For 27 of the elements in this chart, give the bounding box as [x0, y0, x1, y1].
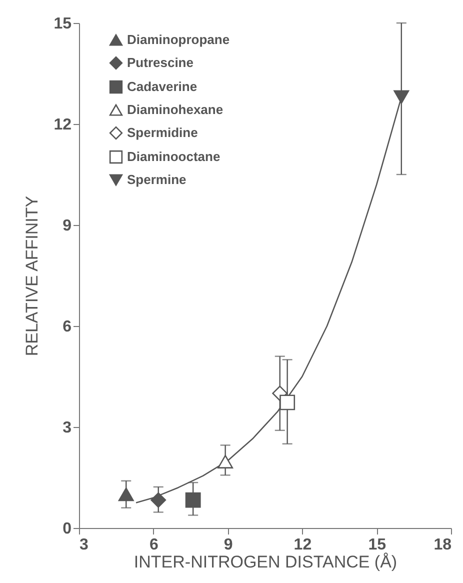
x-tick-label: 12 [294, 536, 312, 554]
y-axis-title: RELATIVE AFFINITY [22, 196, 42, 356]
x-tick-label: 3 [80, 536, 88, 554]
point [394, 90, 410, 104]
y-tick-label: 6 [62, 318, 72, 336]
legend-label: Putrescine [127, 55, 194, 70]
point [280, 394, 296, 410]
legend-label: Cadaverine [127, 79, 198, 94]
y-tick-label: 15 [54, 16, 72, 32]
legend-label: Diaminopropane [127, 32, 230, 47]
point [118, 488, 134, 502]
x-tick-label: 9 [224, 536, 233, 554]
point [218, 454, 234, 468]
x-tick-label: 6 [149, 536, 158, 554]
x-axis-title: INTER-NITROGEN DISTANCE (Å) [134, 552, 398, 572]
legend-label: Spermidine [127, 125, 198, 140]
x-tick-label: 15 [368, 536, 386, 554]
point [185, 492, 201, 508]
legend-label: Spermine [127, 172, 186, 187]
y-tick-label: 12 [54, 116, 72, 134]
legend-label: Diaminohexane [127, 102, 224, 117]
y-tick-label: 9 [62, 218, 72, 234]
x-tick-label: 18 [434, 536, 452, 554]
point [150, 492, 166, 508]
legend-label: Diaminooctane [127, 149, 220, 164]
y-tick-label: 3 [62, 420, 72, 436]
y-tick-label: 0 [62, 520, 72, 538]
